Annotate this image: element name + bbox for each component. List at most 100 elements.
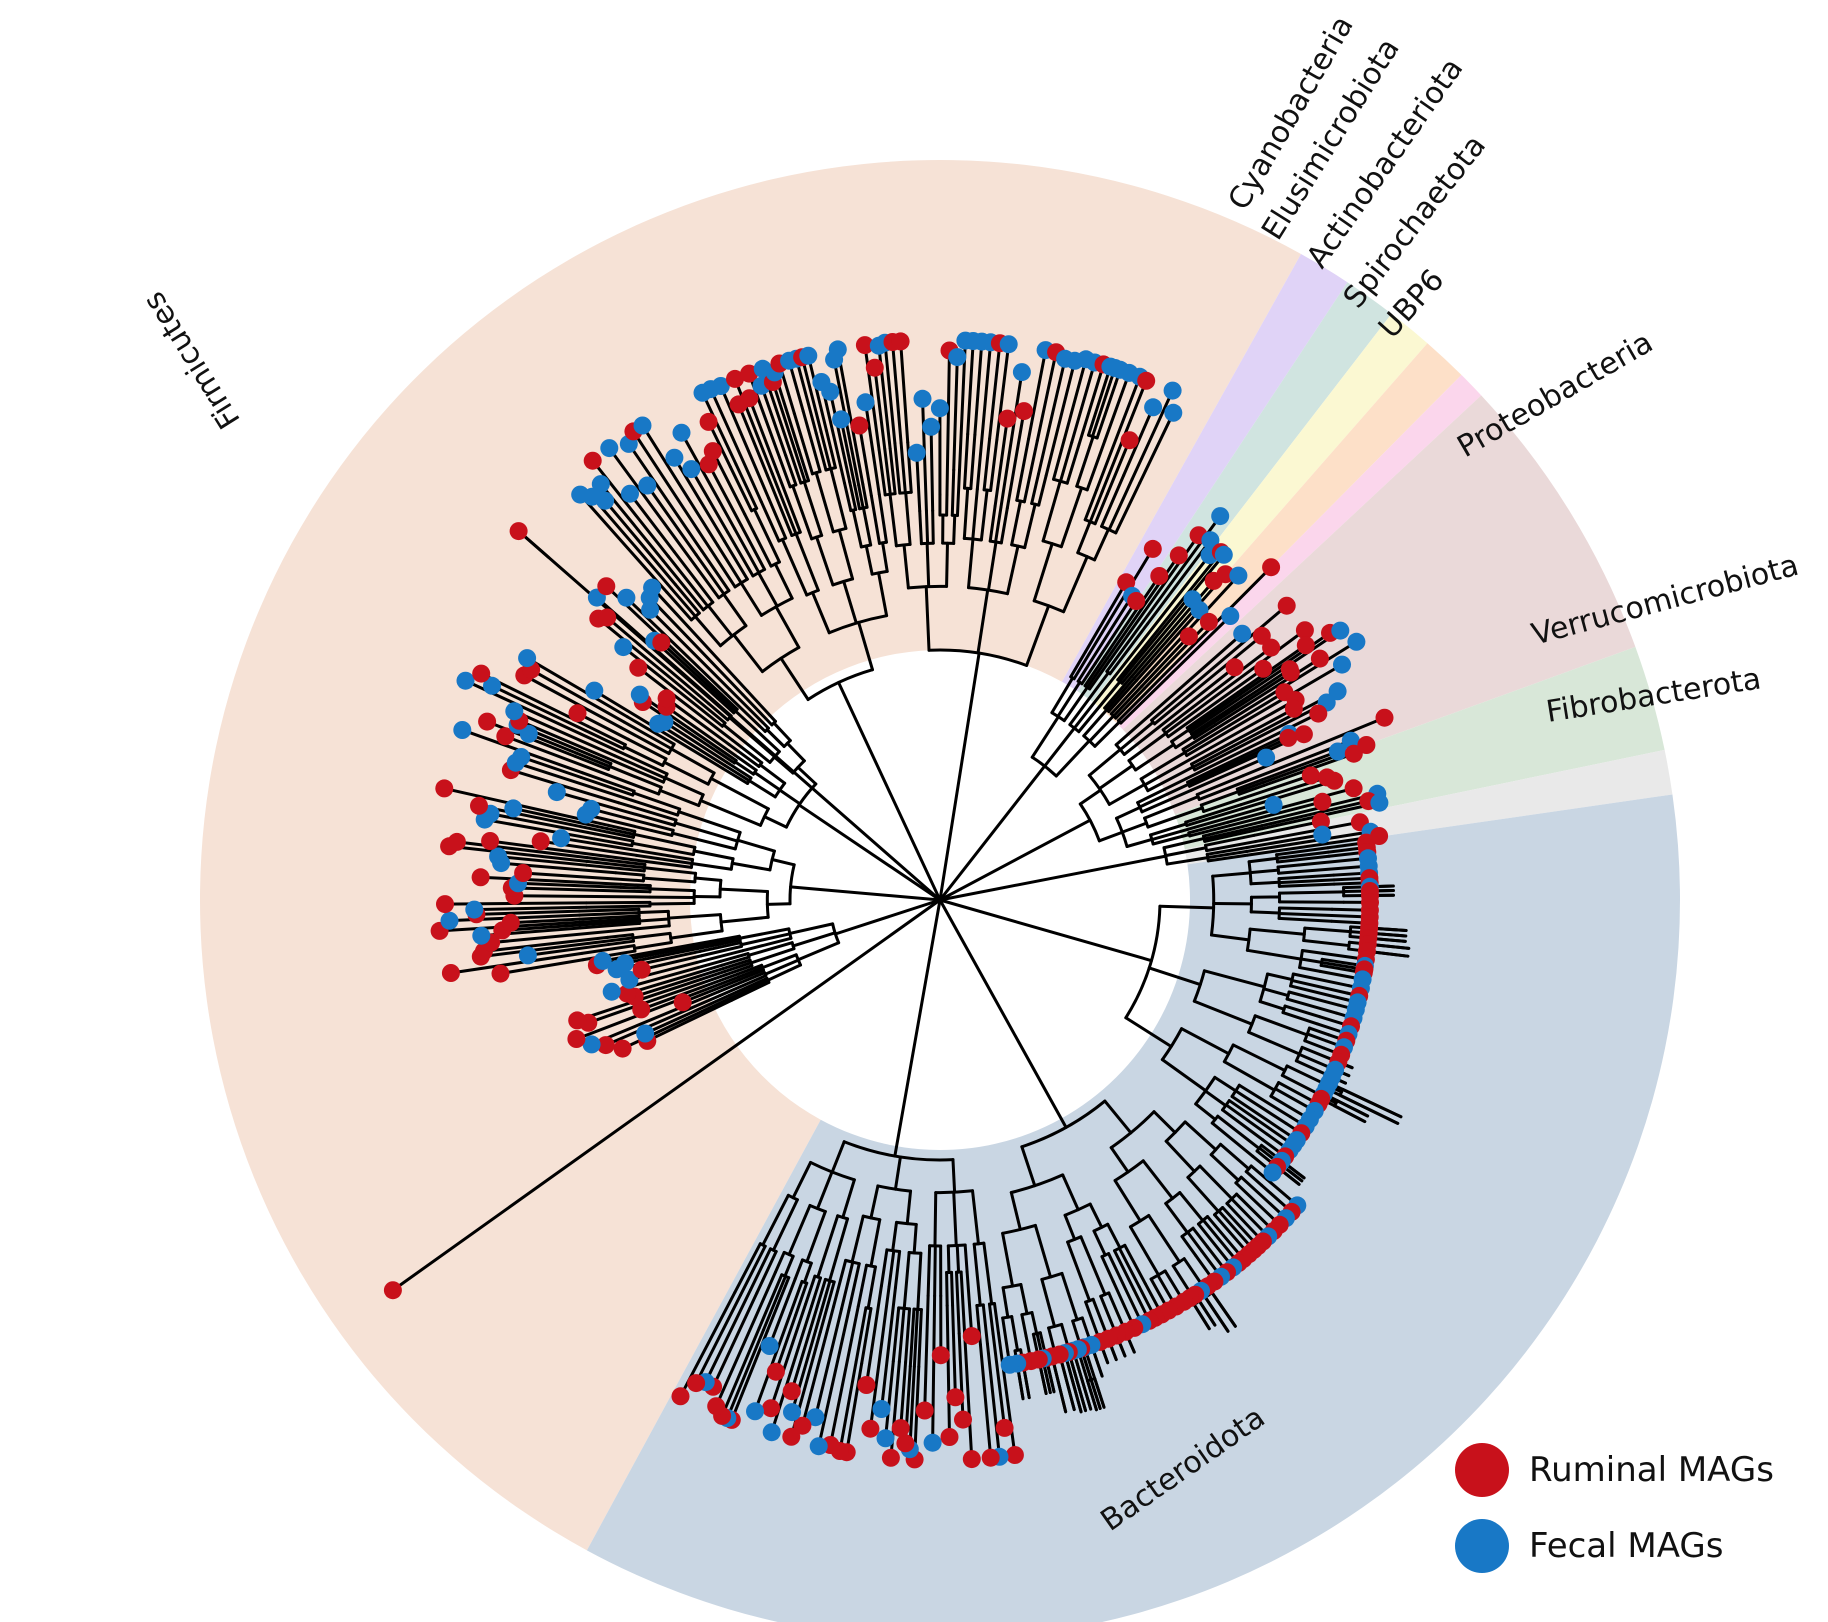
ruminal-mag-tip [567, 1030, 586, 1048]
branch [1001, 1286, 1010, 1319]
branch [996, 1331, 1017, 1457]
ruminal-mag-tip [1262, 638, 1281, 657]
branch [676, 689, 724, 728]
ruminal-mag-tip [1137, 371, 1156, 390]
ruminal-mag-tip [383, 1281, 402, 1300]
branch [999, 506, 1009, 545]
branch [999, 370, 1024, 509]
branch [673, 821, 739, 843]
branch [1080, 661, 1097, 686]
branch [586, 973, 728, 1025]
branch [665, 696, 731, 747]
branch [514, 761, 633, 802]
branch [1084, 1300, 1110, 1365]
branch [1088, 1202, 1104, 1229]
branch [666, 554, 710, 608]
branch [716, 543, 743, 585]
branch [971, 487, 979, 541]
branch [860, 1307, 873, 1365]
branch [856, 1263, 869, 1308]
branch [650, 586, 749, 693]
branch [1112, 553, 1212, 679]
branch [1205, 840, 1257, 853]
branch [1077, 680, 1122, 734]
branch [605, 615, 711, 706]
ruminal-mag-tip [629, 658, 648, 677]
branch [724, 964, 754, 977]
branch [692, 849, 735, 861]
branch [637, 917, 671, 923]
branch [645, 998, 734, 1043]
branch [864, 1284, 883, 1387]
branch [1108, 622, 1149, 676]
branch [584, 904, 652, 909]
branch [739, 581, 763, 617]
branch [1033, 1223, 1053, 1279]
branch [1338, 1093, 1400, 1125]
branch [716, 934, 741, 942]
branch [778, 456, 792, 489]
branch [1107, 783, 1146, 806]
branch [642, 876, 697, 884]
branch [1170, 728, 1191, 744]
branch [1252, 820, 1323, 837]
branch [780, 537, 809, 597]
branch [1285, 997, 1338, 1015]
fecal-mag-tip [922, 417, 941, 436]
branch [1188, 695, 1243, 734]
branch [592, 837, 634, 848]
branch [955, 468, 962, 517]
branch [1307, 1026, 1331, 1037]
branch [1107, 678, 1139, 713]
ruminal-mag-tip [687, 1374, 706, 1393]
branch [1236, 781, 1265, 794]
ruminal-mag-tip [1313, 792, 1332, 811]
branch [590, 495, 673, 590]
branch [801, 409, 822, 474]
branch [584, 813, 654, 833]
branch [1103, 371, 1131, 443]
branch [760, 384, 788, 457]
branch [593, 832, 635, 843]
backbone-branch [938, 898, 1068, 1129]
branch [698, 941, 743, 953]
branch [1205, 846, 1248, 856]
branch [727, 743, 761, 768]
ruminal-mag-tip [435, 779, 454, 798]
branch [1100, 1255, 1115, 1284]
branch [1146, 765, 1195, 793]
branch [952, 513, 957, 545]
branch [1105, 619, 1146, 673]
fecal-mag-tip [585, 681, 604, 700]
branch [677, 810, 742, 834]
branch [1187, 693, 1242, 732]
branch [625, 963, 724, 996]
branch [555, 790, 619, 811]
branch [605, 772, 661, 796]
branch [775, 470, 802, 534]
branch [1260, 799, 1370, 828]
branch [658, 788, 701, 808]
branch [648, 887, 696, 893]
ruminal-mag-tip [891, 1419, 910, 1438]
branch [1212, 671, 1293, 724]
branch [877, 448, 887, 497]
long-branch [391, 898, 942, 1292]
branch [1219, 1142, 1251, 1171]
branch [1009, 1190, 1022, 1231]
branch [699, 798, 763, 827]
branch [888, 446, 897, 496]
branch [1276, 854, 1331, 864]
branch [1333, 1104, 1367, 1124]
branch [617, 801, 678, 822]
ruminal-mag-tip [514, 864, 533, 882]
branch [976, 588, 990, 655]
branch [673, 583, 701, 615]
branch [899, 1360, 908, 1430]
branch [619, 889, 652, 894]
branch [1320, 957, 1357, 966]
branch [893, 1155, 902, 1191]
branch [580, 944, 636, 955]
branch [632, 791, 682, 811]
branch [525, 656, 629, 719]
